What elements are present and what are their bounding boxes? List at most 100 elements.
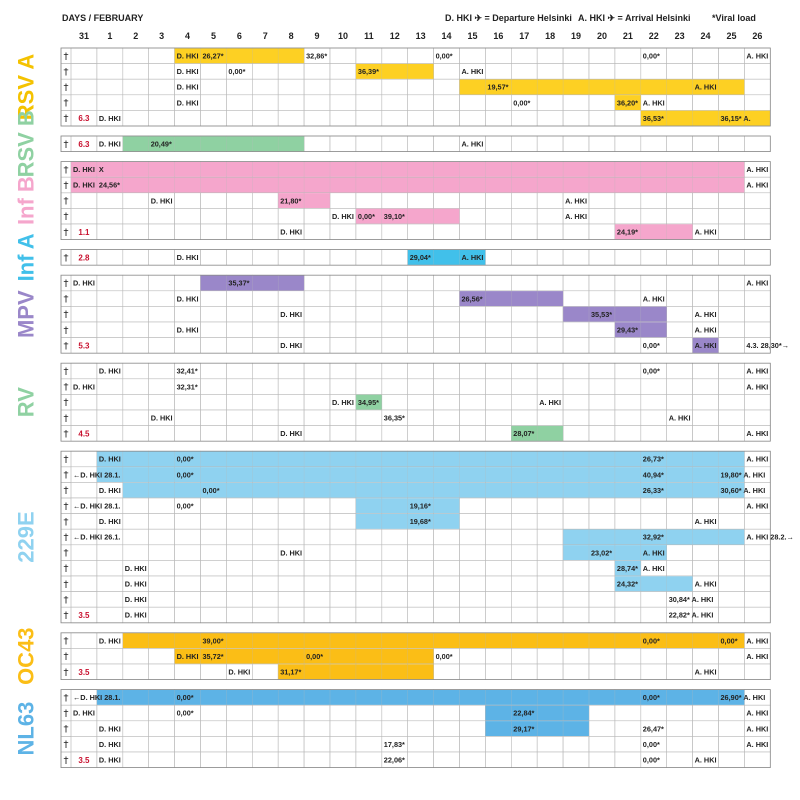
grid-cell	[407, 337, 434, 354]
grid-cell	[536, 274, 564, 292]
grid-cell	[718, 663, 745, 680]
grid-cell	[407, 378, 434, 395]
grid-cell	[148, 306, 175, 323]
grid-cell	[536, 409, 564, 426]
grid-cell	[122, 513, 150, 530]
grid-cell	[277, 110, 305, 127]
grid-cell	[433, 663, 460, 680]
person-icon: †	[64, 196, 69, 207]
grid-cell	[96, 274, 124, 292]
grid-cell	[510, 560, 538, 577]
cell-label: A. HKI	[746, 636, 768, 645]
grid-cell	[381, 192, 408, 209]
grid-cell	[70, 544, 98, 561]
grid-cell	[200, 425, 227, 442]
grid-cell	[485, 751, 512, 768]
grid-cell	[122, 409, 150, 426]
infection-period-bar	[614, 576, 693, 592]
grid-cell	[355, 306, 383, 323]
grid-cell	[252, 378, 279, 395]
cell-label: A. HKI	[695, 668, 717, 677]
return-date-label: 6.3	[78, 114, 90, 123]
grid-cell	[70, 290, 98, 307]
grid-cell	[329, 306, 357, 323]
grid-cell	[96, 249, 124, 266]
grid-cell	[562, 513, 590, 530]
cell-label: 19,16*	[410, 502, 431, 511]
grid-cell	[174, 560, 201, 577]
grid-cell	[148, 47, 175, 64]
grid-cell	[122, 110, 150, 127]
grid-cell	[562, 94, 590, 111]
grid-cell	[536, 606, 564, 624]
grid-cell	[614, 337, 642, 354]
grid-cell	[536, 192, 564, 209]
grid-cell	[485, 223, 512, 240]
grid-cell	[277, 704, 305, 722]
grid-cell	[277, 321, 305, 338]
grid-cell	[226, 208, 253, 225]
grid-cell	[485, 425, 512, 442]
cell-label: A. HKI	[695, 756, 717, 765]
grid-cell	[666, 192, 693, 209]
return-date-label: 5.3	[78, 341, 90, 350]
person-icon: †	[64, 652, 69, 663]
grid-cell	[226, 497, 253, 514]
return-date-label: 2.8	[78, 253, 90, 262]
grid-cell	[122, 249, 150, 266]
grid-cell	[692, 720, 719, 737]
grid-cell	[96, 591, 124, 608]
person-icon: †	[64, 67, 69, 78]
grid-cell	[252, 192, 279, 209]
grid-cell	[459, 362, 486, 380]
grid-cell	[70, 208, 98, 225]
group-label: RSV B	[14, 110, 39, 177]
grid-cell	[536, 544, 564, 561]
grid-cell	[588, 274, 616, 292]
person-icon: †	[64, 501, 69, 512]
person-icon: †	[64, 611, 69, 622]
grid-cell	[640, 704, 667, 722]
grid-cell	[744, 208, 771, 225]
grid-cell	[200, 321, 227, 338]
cell-label: D. HKI	[280, 310, 302, 319]
cell-label: 0,00*	[643, 740, 660, 749]
cell-label: D. HKI	[73, 382, 95, 391]
grid-cell	[329, 378, 357, 395]
grid-cell	[174, 192, 201, 209]
grid-cell	[381, 223, 408, 240]
grid-cell	[252, 528, 279, 546]
grid-cell	[381, 575, 408, 592]
grid-cell	[70, 736, 98, 753]
grid-cell	[692, 94, 719, 111]
person-icon: †	[64, 253, 69, 264]
grid-cell	[588, 648, 616, 665]
grid-cell	[329, 497, 357, 514]
grid-cell	[381, 720, 408, 737]
cell-label: 35,53*	[591, 310, 612, 319]
cell-label: 29,43*	[617, 326, 638, 335]
grid-cell	[226, 751, 253, 768]
grid-cell	[640, 409, 667, 426]
grid-cell	[355, 736, 383, 753]
grid-cell	[200, 78, 227, 96]
grid-cell	[252, 544, 279, 561]
cell-label: 30,84* A. HKI	[669, 595, 714, 604]
grid-cell	[96, 648, 124, 665]
cell-label: 34,95*	[358, 398, 379, 407]
grid-cell	[329, 575, 357, 592]
grid-cell	[433, 575, 460, 592]
cell-label: D. HKI	[280, 228, 302, 237]
group-rv: † D. HKI 32,41* 0,00* A. HKI † D. HKI 32,31* A. …	[14, 362, 771, 442]
grid-cell	[718, 290, 745, 307]
cell-label: 32,92*	[643, 533, 664, 542]
grid-cell	[536, 135, 564, 152]
grid-cell	[718, 94, 745, 111]
cell-label: A. HKI	[746, 52, 768, 61]
grid-cell	[588, 425, 616, 442]
grid-cell	[200, 575, 227, 592]
grid-cell	[614, 274, 642, 292]
grid-cell	[666, 337, 693, 354]
grid-cell	[640, 497, 667, 514]
grid-cell	[329, 63, 357, 80]
